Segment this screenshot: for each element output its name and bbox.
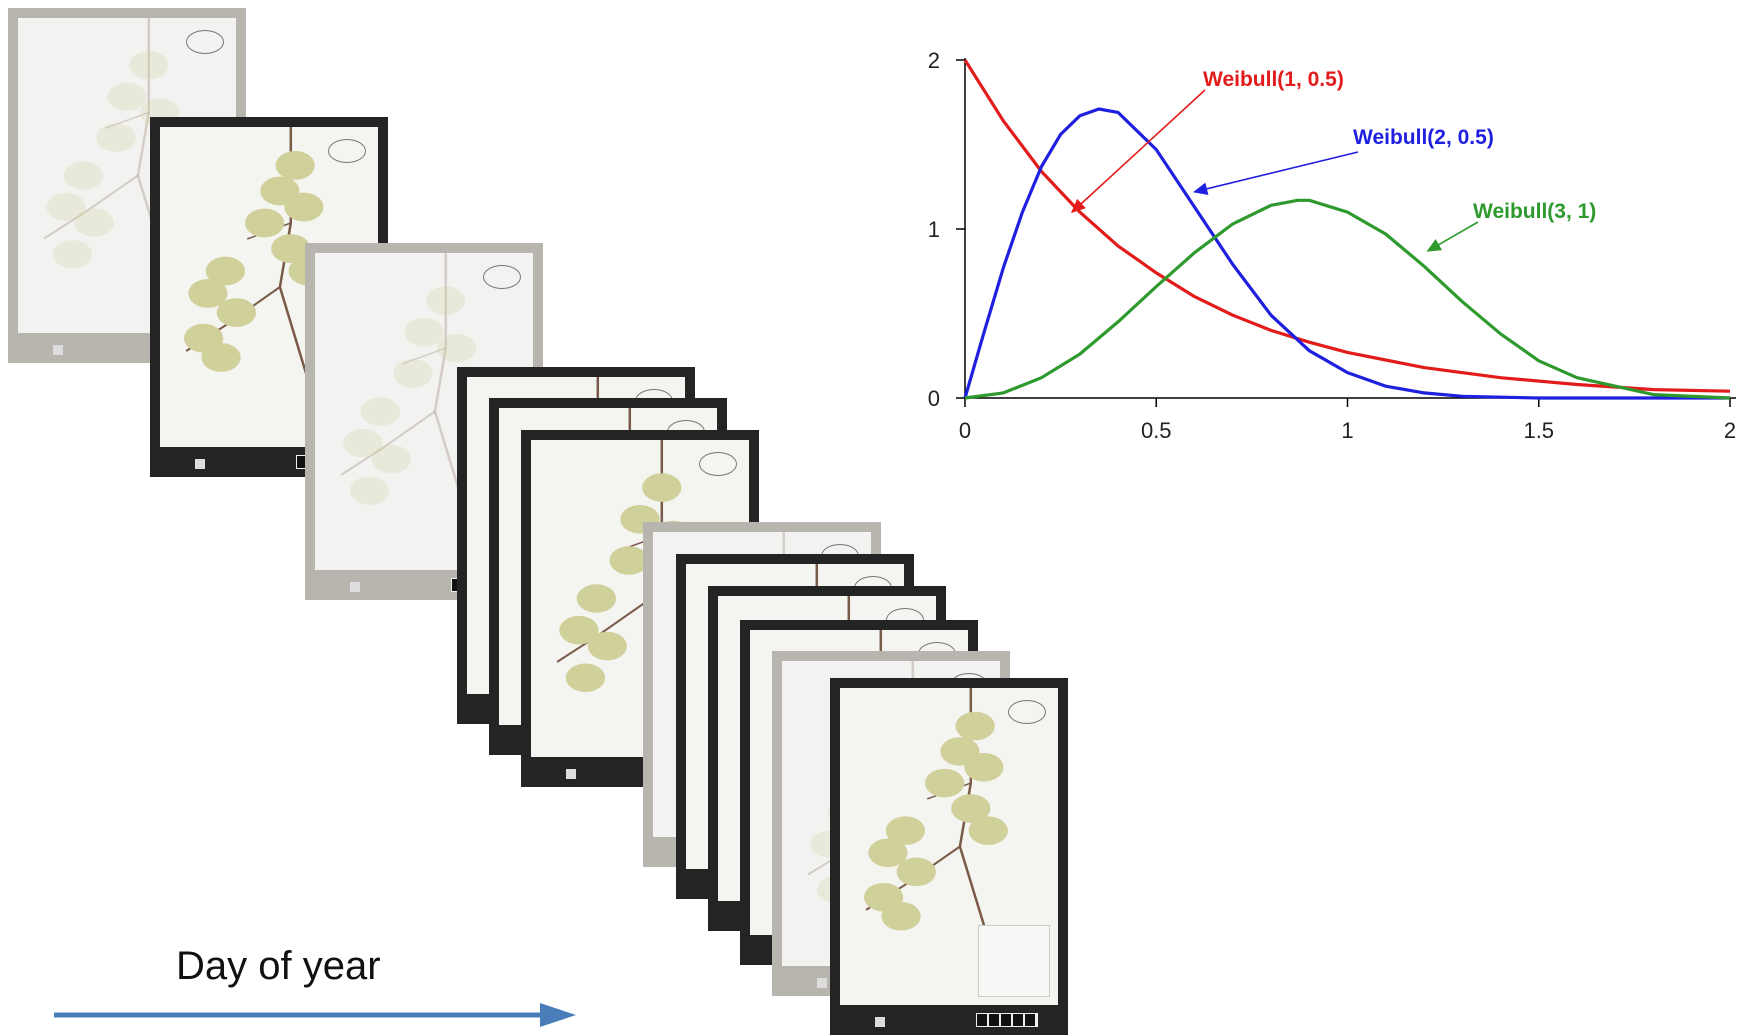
color-chip xyxy=(350,582,360,592)
series-annotation: Weibull(3, 1) xyxy=(1473,200,1596,223)
flower-cluster xyxy=(955,711,995,741)
flower-cluster xyxy=(371,444,411,474)
y-tick-label: 1 xyxy=(928,217,940,242)
flower-cluster xyxy=(925,768,965,798)
flower-cluster xyxy=(426,286,466,315)
herbarium-stamp xyxy=(699,452,737,476)
color-chip xyxy=(817,978,827,988)
flower-cluster xyxy=(868,838,908,868)
flower-cluster xyxy=(881,901,921,931)
x-tick-label: 0.5 xyxy=(1141,418,1172,443)
series-annotation: Weibull(1, 0.5) xyxy=(1203,68,1344,91)
flower-cluster xyxy=(951,794,991,823)
flower-cluster xyxy=(968,816,1008,845)
flower-cluster xyxy=(74,208,114,237)
series-annotation: Weibull(2, 0.5) xyxy=(1353,126,1494,149)
annotation-arrow xyxy=(1070,89,1206,214)
flower-cluster xyxy=(46,192,86,222)
branch-illustration xyxy=(183,127,328,432)
flower-cluster xyxy=(964,752,1004,782)
scale-ruler xyxy=(976,1013,1038,1027)
specimen-sheet xyxy=(830,678,1068,1035)
herbarium-stamp xyxy=(186,30,224,54)
flower-cluster xyxy=(275,151,315,180)
flower-cluster xyxy=(349,476,390,506)
flower-cluster xyxy=(360,397,401,426)
flower-cluster xyxy=(129,51,169,80)
x-tick-label: 1.5 xyxy=(1523,418,1554,443)
flower-cluster xyxy=(565,663,606,693)
flower-cluster xyxy=(576,584,617,613)
specimen-label-card xyxy=(978,925,1050,997)
flower-cluster xyxy=(201,343,241,372)
flower-cluster xyxy=(642,473,682,502)
flower-cluster xyxy=(216,298,256,327)
flower-cluster xyxy=(609,546,649,575)
x-tick-label: 2 xyxy=(1724,418,1736,443)
series-line xyxy=(963,107,1730,400)
sheet-footer xyxy=(830,1005,1068,1035)
series-line xyxy=(963,59,1731,393)
weibull-chart: 0 0.5 1 1.5 2 0 1 2 Weibull(1, 0.5) Weibull(2, 0.… xyxy=(928,48,1736,443)
flower-cluster xyxy=(52,240,93,269)
specimen-photo xyxy=(840,688,1058,1005)
flower-cluster xyxy=(559,615,599,645)
flower-cluster xyxy=(885,816,926,845)
flower-cluster xyxy=(896,857,936,887)
branch-illustration xyxy=(863,688,1008,990)
herbarium-stamp xyxy=(328,139,366,163)
annotation-arrow xyxy=(1426,221,1479,252)
annotation-arrow xyxy=(1192,151,1359,196)
y-tick-label: 2 xyxy=(928,48,940,73)
branch-illustration xyxy=(340,253,480,555)
flower-cluster xyxy=(188,279,228,308)
flower-cluster xyxy=(107,82,147,111)
herbarium-stamp xyxy=(1008,700,1046,724)
color-chip xyxy=(195,459,205,469)
herbarium-stamp xyxy=(483,265,521,289)
flower-cluster xyxy=(96,123,136,152)
x-tick-label: 0 xyxy=(959,418,971,443)
color-chip xyxy=(875,1017,885,1027)
color-chip xyxy=(53,345,63,355)
x-tick-label: 1 xyxy=(1341,418,1353,443)
day-of-year-label: Day of year xyxy=(176,944,381,988)
flower-cluster xyxy=(437,333,477,363)
day-of-year-arrow xyxy=(54,1003,576,1027)
flower-cluster xyxy=(404,317,444,347)
color-chip xyxy=(566,769,576,779)
flower-cluster xyxy=(271,234,311,263)
y-tick-label: 0 xyxy=(928,386,940,411)
flower-cluster xyxy=(205,256,246,286)
flower-cluster xyxy=(63,161,104,190)
flower-cluster xyxy=(284,192,324,222)
flower-cluster xyxy=(245,208,285,238)
flower-cluster xyxy=(587,631,627,661)
flower-cluster xyxy=(343,428,383,458)
series-line xyxy=(964,198,1731,400)
flower-cluster xyxy=(393,359,433,388)
